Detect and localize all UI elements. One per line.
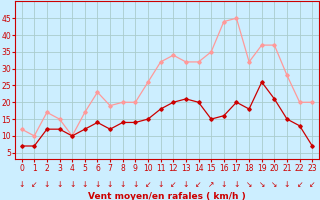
Text: ↙: ↙ xyxy=(196,180,202,189)
Text: ↓: ↓ xyxy=(233,180,240,189)
Text: ↓: ↓ xyxy=(107,180,113,189)
Text: ↓: ↓ xyxy=(157,180,164,189)
Text: ↓: ↓ xyxy=(221,180,227,189)
Text: ↓: ↓ xyxy=(56,180,63,189)
Text: ↓: ↓ xyxy=(82,180,88,189)
Text: ↓: ↓ xyxy=(120,180,126,189)
Text: ↙: ↙ xyxy=(145,180,151,189)
Text: ↗: ↗ xyxy=(208,180,214,189)
Text: ↙: ↙ xyxy=(170,180,176,189)
Text: ↓: ↓ xyxy=(284,180,290,189)
Text: ↘: ↘ xyxy=(246,180,252,189)
Text: ↓: ↓ xyxy=(94,180,100,189)
Text: ↘: ↘ xyxy=(259,180,265,189)
Text: ↘: ↘ xyxy=(271,180,277,189)
Text: ↓: ↓ xyxy=(183,180,189,189)
Text: ↓: ↓ xyxy=(69,180,76,189)
Text: ↙: ↙ xyxy=(31,180,37,189)
X-axis label: Vent moyen/en rafales ( km/h ): Vent moyen/en rafales ( km/h ) xyxy=(88,192,246,200)
Text: ↙: ↙ xyxy=(296,180,303,189)
Text: ↓: ↓ xyxy=(132,180,139,189)
Text: ↓: ↓ xyxy=(19,180,25,189)
Text: ↓: ↓ xyxy=(44,180,50,189)
Text: ↙: ↙ xyxy=(309,180,316,189)
